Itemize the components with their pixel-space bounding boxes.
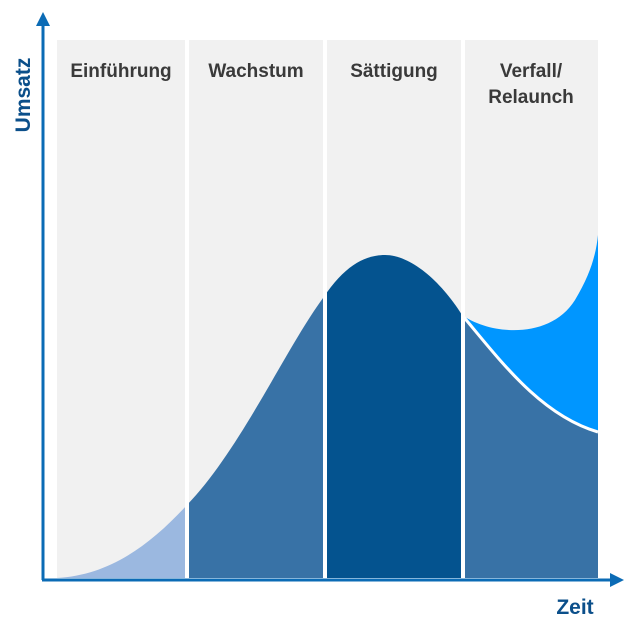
relaunch-area [462,235,598,432]
arrow [36,12,50,26]
phase-label: Verfall/ [500,61,563,82]
phase-label: Wachstum [208,61,303,82]
phase-area [57,505,187,578]
phase-label: Sättigung [350,61,438,82]
phase-label: Relaunch [488,87,574,108]
axes [36,12,624,587]
phase-label: Einführung [70,61,171,82]
phase-area [187,298,323,578]
separators [185,40,465,578]
y-axis-label: Umsatz [12,58,35,133]
phase-area [462,315,598,578]
arrow [610,573,624,587]
phase-labels: Einführung Wachstum Sättigung Verfall/Relau… [70,61,573,108]
x-axis-label: Zeit [556,596,593,619]
curve-edge [460,314,599,434]
phase-area [323,255,462,578]
